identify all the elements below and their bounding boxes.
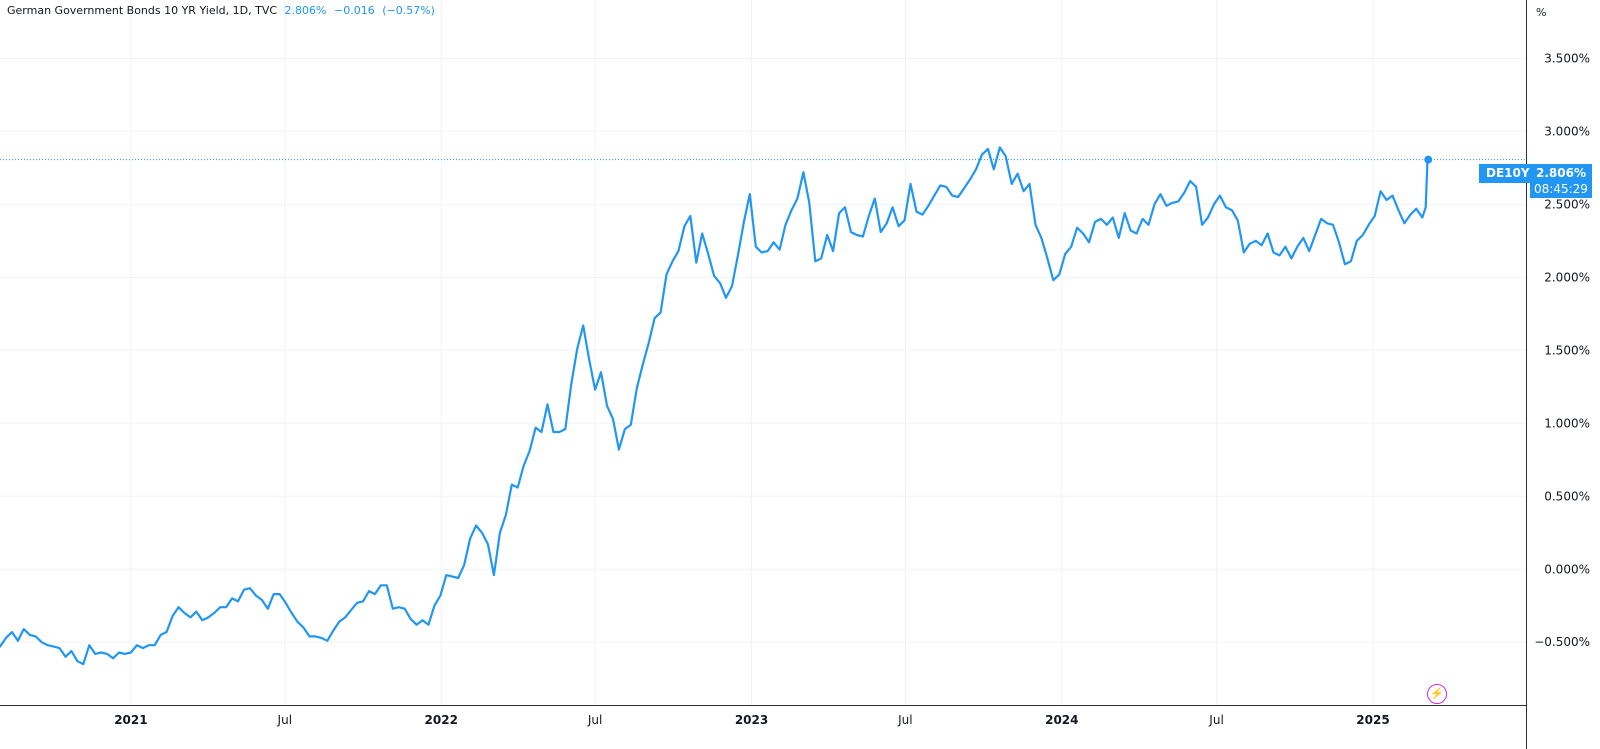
x-tick-label: Jul <box>897 713 912 727</box>
price-change-percent: (−0.57%) <box>382 4 435 17</box>
y-tick-label: 1.500% <box>1544 343 1590 357</box>
last-price: 2.806% <box>284 4 327 17</box>
last-point-marker <box>1424 155 1433 164</box>
symbol-title[interactable]: German Government Bonds 10 YR Yield, 1D,… <box>7 4 278 17</box>
y-tick-label: 3.500% <box>1544 51 1590 65</box>
x-tick-label: 2024 <box>1045 713 1078 727</box>
series-line <box>0 146 1430 666</box>
y-tick-label: 3.000% <box>1544 124 1590 138</box>
x-tick-label: 2023 <box>735 713 768 727</box>
chart-legend: German Government Bonds 10 YR Yield, 1D,… <box>7 4 435 17</box>
x-tick-label: 2022 <box>425 713 458 727</box>
x-tick-label: 2021 <box>114 713 147 727</box>
y-tick-label: 0.000% <box>1544 562 1590 576</box>
price-tag-value: 2.806% <box>1536 166 1586 180</box>
x-tick-label: Jul <box>587 713 602 727</box>
x-tick-label: Jul <box>277 713 292 727</box>
y-tick-label: 1.000% <box>1544 416 1590 430</box>
symbol-price-tag: DE10Y <box>1479 164 1537 183</box>
y-tick-label: 2.000% <box>1544 270 1590 284</box>
price-change: −0.016 <box>333 4 375 17</box>
last-price-tag: 2.806% 08:45:29 <box>1530 164 1592 198</box>
x-tick-label: 2025 <box>1356 713 1389 727</box>
y-tick-label: −0.500% <box>1534 635 1590 649</box>
lightning-bolt-icon[interactable]: ⚡ <box>1427 684 1447 704</box>
y-tick-label: 2.500% <box>1544 197 1590 211</box>
x-tick-label: Jul <box>1208 713 1223 727</box>
axis-unit-label: % <box>1536 6 1547 19</box>
y-tick-label: 0.500% <box>1544 489 1590 503</box>
bar-countdown: 08:45:29 <box>1534 182 1588 196</box>
